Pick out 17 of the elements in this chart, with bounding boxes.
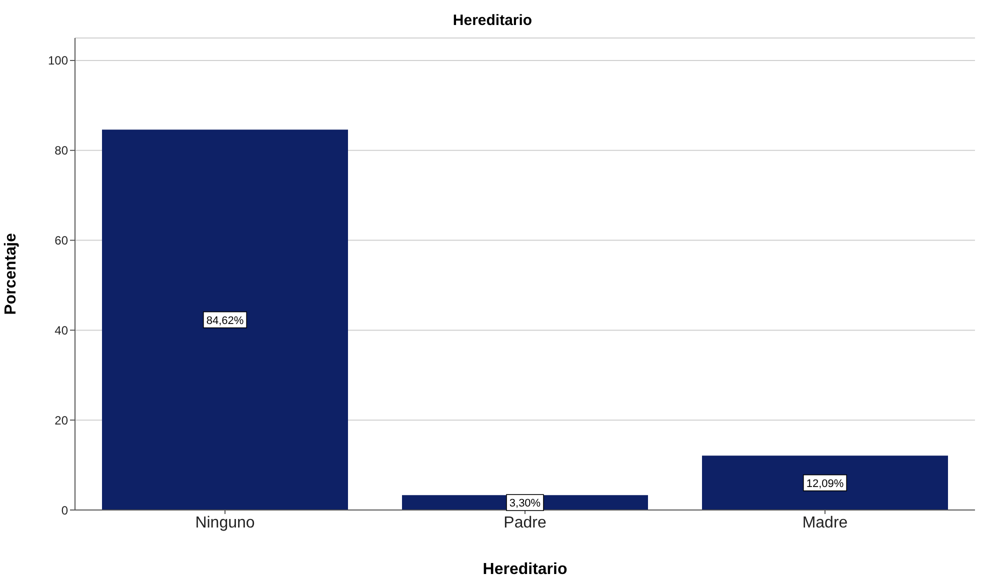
y-tick-label: 100 [48, 54, 68, 68]
data-label: 84,62% [206, 314, 244, 327]
data-label: 3,30% [509, 498, 541, 510]
x-axis-title: Hereditario [482, 561, 568, 578]
bar [702, 456, 948, 510]
y-tick-label: 0 [61, 503, 68, 518]
x-tick-label: Ninguno [195, 514, 255, 532]
y-tick-label: 60 [54, 234, 68, 248]
y-tick-label: 20 [54, 413, 68, 428]
x-tick-label: Padre [504, 514, 546, 532]
y-tick-label: 40 [54, 323, 68, 338]
chart-title: Hereditario [452, 12, 534, 29]
x-tick-label: Madre [802, 514, 848, 532]
data-label: 12,09% [806, 478, 844, 490]
y-axis-title: Porcentaje [2, 232, 20, 315]
bar [102, 130, 348, 510]
y-tick-label: 80 [54, 144, 68, 158]
